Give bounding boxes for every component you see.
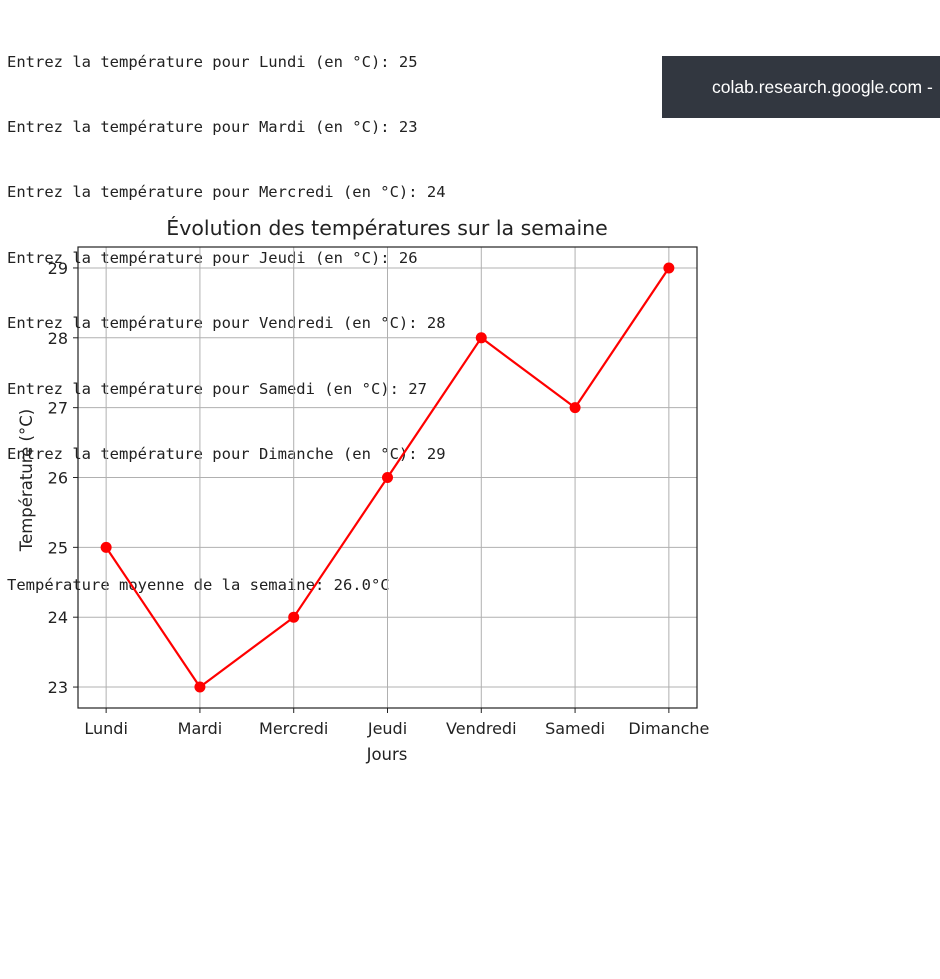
x-tick-label: Jeudi bbox=[367, 719, 407, 738]
data-point bbox=[194, 681, 206, 693]
x-axis-label: Jours bbox=[366, 745, 408, 764]
data-point bbox=[288, 611, 300, 623]
x-tick-label: Vendredi bbox=[446, 719, 517, 738]
output-line: Entrez la température pour Lundi (en °C)… bbox=[7, 52, 418, 71]
cell-output: Entrez la température pour Lundi (en °C)… bbox=[7, 8, 446, 618]
x-tick-label: Mardi bbox=[178, 719, 223, 738]
output-line: Entrez la température pour Samedi (en °C… bbox=[7, 379, 427, 398]
x-tick-label: Lundi bbox=[84, 719, 128, 738]
x-tick-label: Dimanche bbox=[628, 719, 709, 738]
y-tick-label: 24 bbox=[48, 608, 68, 627]
x-tick-label: Mercredi bbox=[259, 719, 328, 738]
x-tick-label: Samedi bbox=[545, 719, 605, 738]
output-line: Entrez la température pour Mercredi (en … bbox=[7, 183, 446, 202]
y-tick-label: 23 bbox=[48, 678, 68, 697]
output-line: Entrez la température pour Vendredi (en … bbox=[7, 314, 446, 333]
chart-axes: Lundi Mardi Mercredi Jeudi Vendredi Samedi Dim… bbox=[48, 246, 709, 738]
y-tick-label: 26 bbox=[48, 469, 68, 488]
output-line: Entrez la température pour Dimanche (en … bbox=[7, 444, 446, 463]
y-tick-label: 25 bbox=[48, 538, 68, 557]
data-point bbox=[569, 402, 581, 414]
data-point bbox=[100, 541, 112, 553]
chart-title: Évolution des températures sur la semain… bbox=[166, 215, 608, 240]
chart-grid bbox=[78, 247, 697, 708]
data-point bbox=[663, 262, 675, 274]
y-tick-label: 29 bbox=[48, 259, 68, 278]
site-notification-toast: colab.research.google.com - bbox=[662, 56, 940, 118]
chart-series bbox=[100, 262, 675, 693]
y-axis-label: Température (°C) bbox=[17, 409, 36, 552]
y-tick-label: 28 bbox=[48, 329, 68, 348]
y-tick-label: 27 bbox=[48, 399, 68, 418]
data-point bbox=[475, 332, 487, 344]
data-point bbox=[382, 472, 393, 483]
output-line: Entrez la température pour Mardi (en °C)… bbox=[7, 117, 418, 136]
temperature-line-chart: Lundi Mardi Mercredi Jeudi Vendredi Samedi Dim… bbox=[17, 215, 709, 764]
